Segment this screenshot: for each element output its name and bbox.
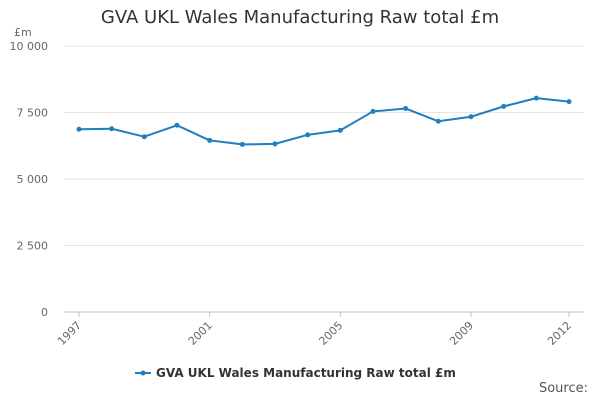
y-tick-label: 5 000: [17, 173, 49, 186]
x-tick-label: 1997: [55, 319, 84, 348]
legend: GVA UKL Wales Manufacturing Raw total £m: [135, 366, 456, 380]
data-point[interactable]: [533, 95, 539, 101]
data-point[interactable]: [174, 122, 180, 128]
data-point[interactable]: [239, 141, 245, 147]
x-tick-label: 2001: [186, 319, 215, 348]
source-label[interactable]: Source:: [538, 381, 588, 396]
data-point[interactable]: [305, 132, 311, 138]
x-tick-label: 2009: [447, 319, 476, 348]
series-line: [78, 97, 570, 146]
data-point[interactable]: [468, 114, 474, 120]
y-tick-label: 0: [41, 306, 48, 319]
y-axis-ticks: 0 2 500 5 000 7 500 10 000: [10, 40, 49, 319]
data-point[interactable]: [272, 141, 278, 147]
series-group: [76, 95, 572, 147]
data-point[interactable]: [76, 126, 82, 132]
data-point[interactable]: [337, 127, 343, 133]
chart-title: GVA UKL Wales Manufacturing Raw total £m: [100, 7, 500, 28]
data-point[interactable]: [403, 106, 409, 112]
y-tick-label: 10 000: [10, 40, 49, 53]
x-axis-ticks: 1997 2001 2005 2009 2012: [55, 312, 574, 348]
data-point[interactable]: [109, 126, 115, 132]
x-tick-label: 2005: [316, 319, 345, 348]
data-point[interactable]: [141, 134, 147, 140]
data-point[interactable]: [435, 118, 441, 124]
legend-marker[interactable]: [140, 370, 146, 376]
x-tick-label: 2012: [545, 319, 574, 348]
data-point[interactable]: [370, 108, 376, 114]
legend-label[interactable]: GVA UKL Wales Manufacturing Raw total £m: [156, 366, 456, 380]
data-point[interactable]: [501, 103, 507, 109]
y-tick-label: 2 500: [17, 240, 49, 253]
gridlines: [64, 45, 584, 246]
y-axis-unit-label: £m: [14, 26, 32, 39]
data-point[interactable]: [566, 99, 572, 105]
y-tick-label: 7 500: [17, 107, 49, 120]
data-point[interactable]: [207, 137, 213, 143]
